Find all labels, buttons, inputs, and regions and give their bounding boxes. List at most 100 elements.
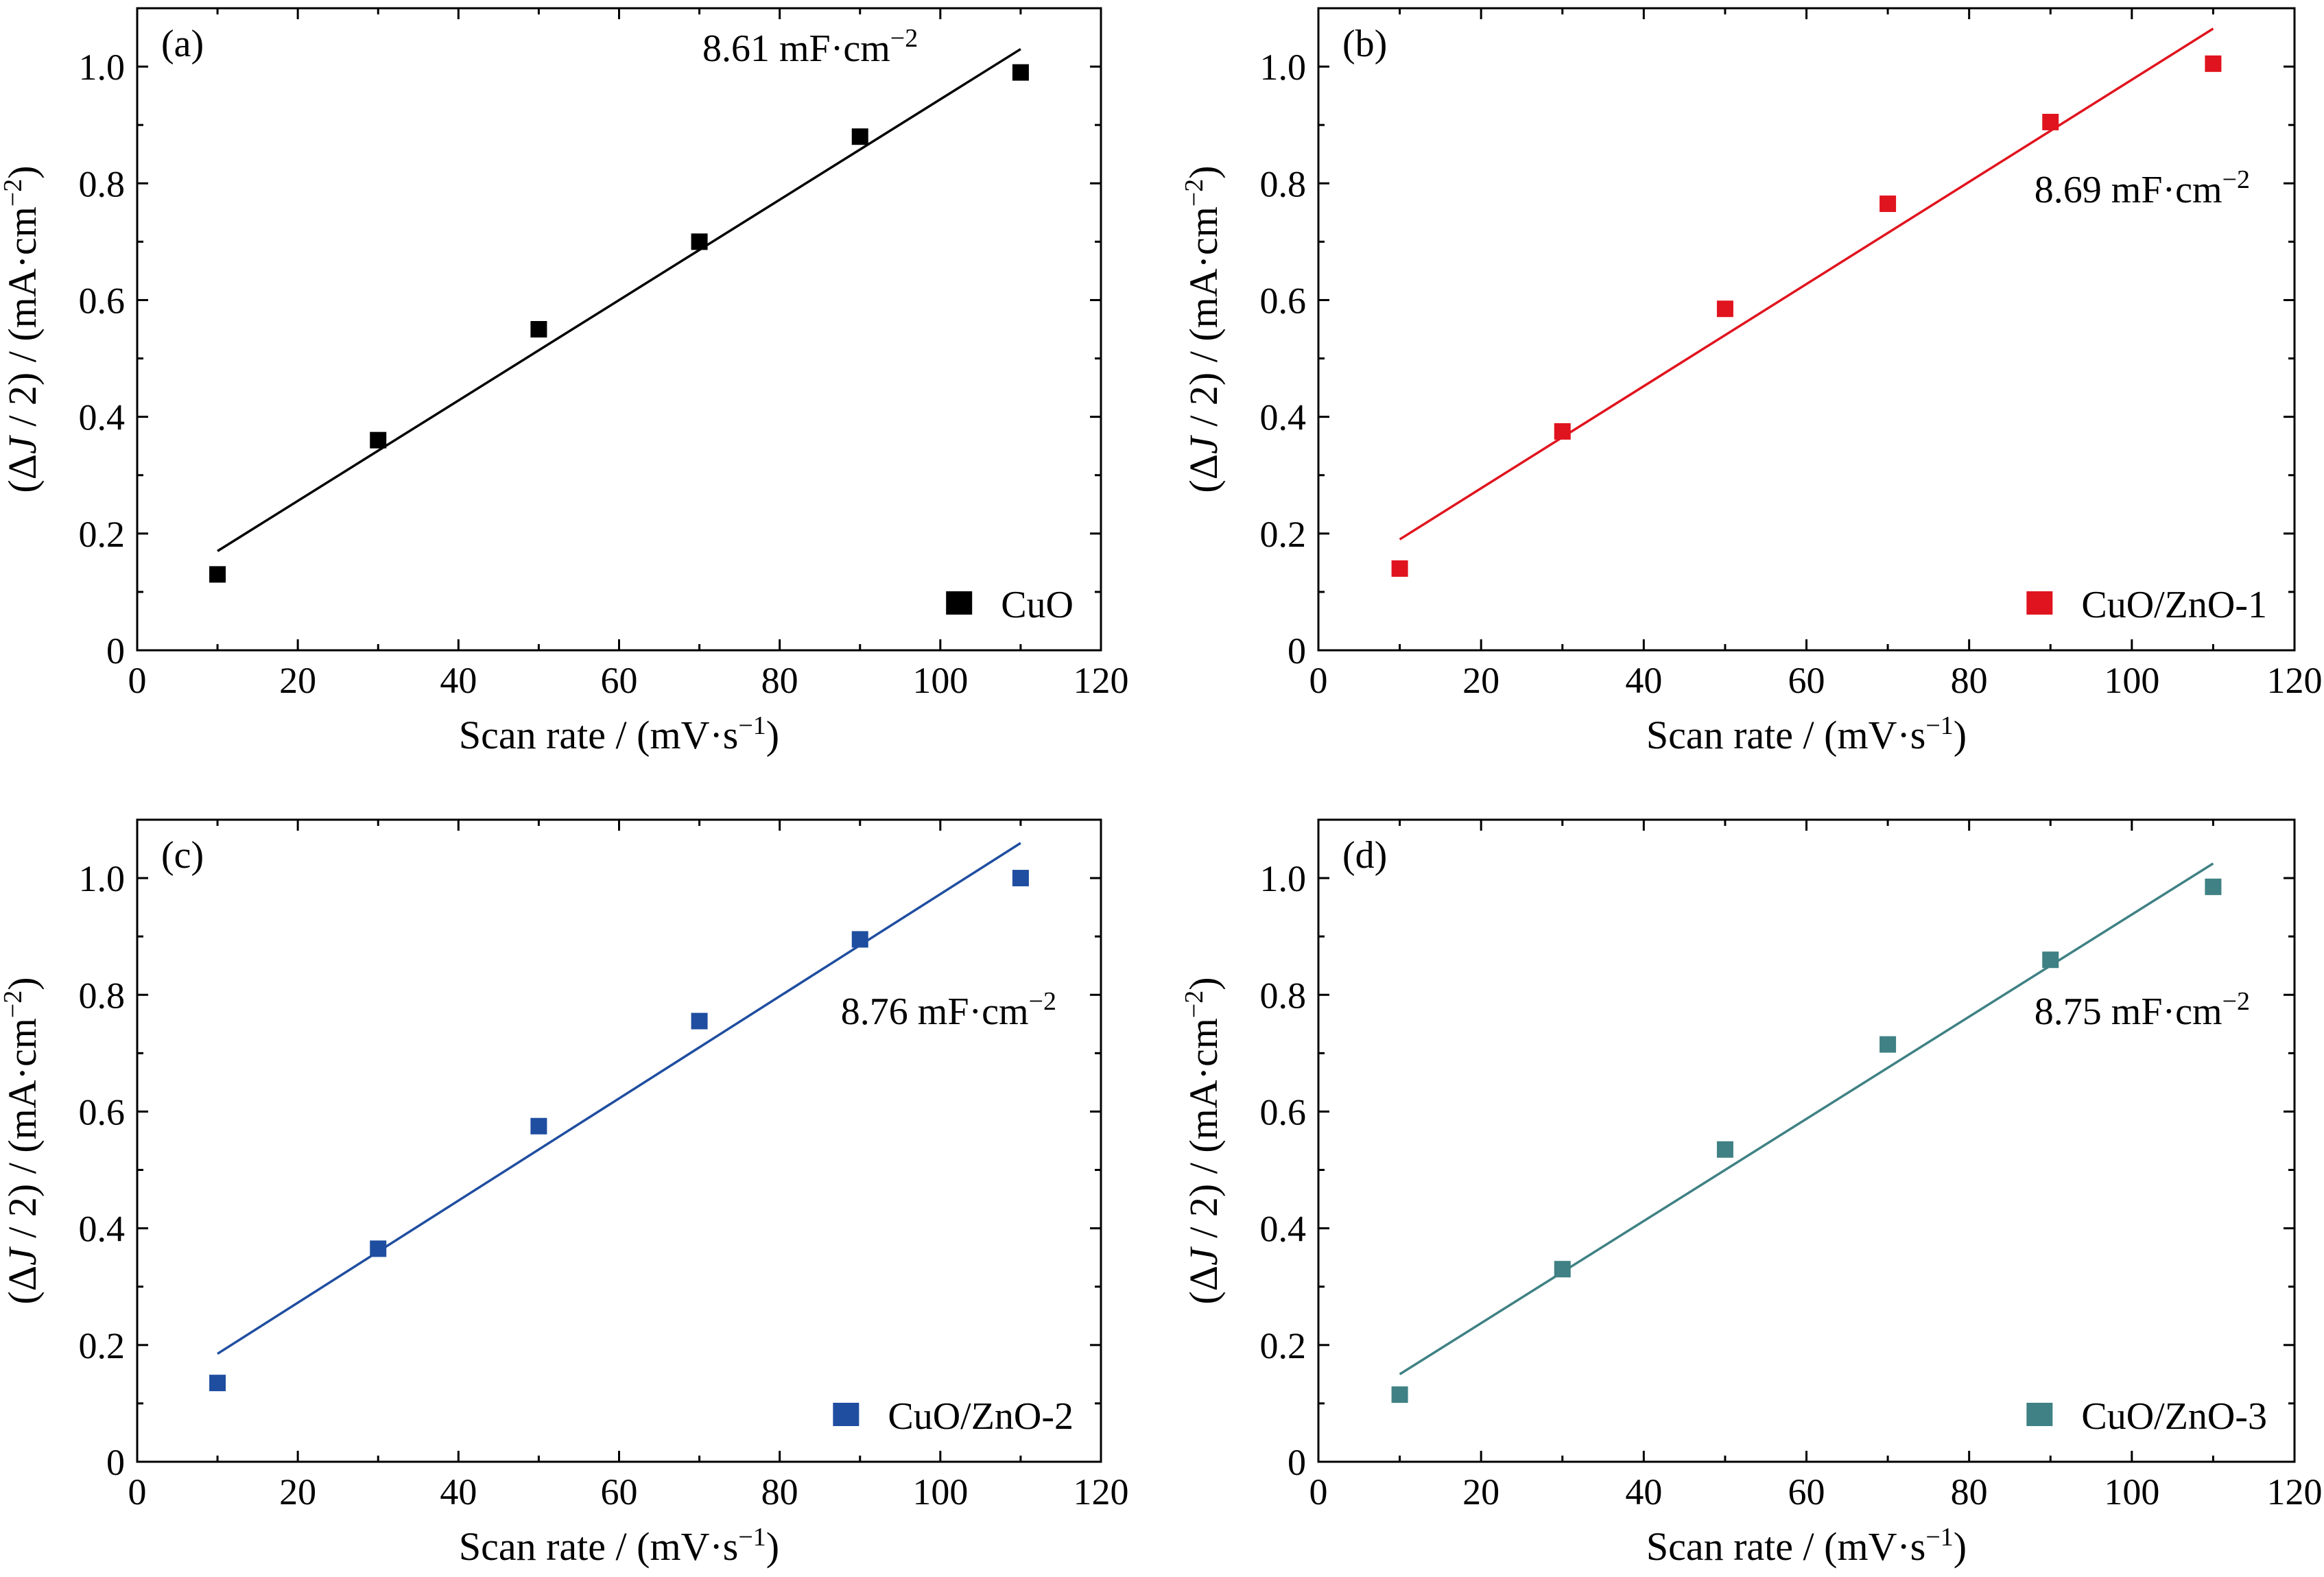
chart-panel-b: 0 20 40 60 80 100 120 0 0.2 0.4 0.6 0.8 1.0 Scan rate…: [1180, 7, 2323, 757]
panel-label: (b): [1342, 23, 1387, 65]
plot-frame: [1317, 7, 2296, 652]
x-tick-label: 20: [1462, 1471, 1499, 1513]
data-point: [1716, 300, 1733, 318]
x-axis-title: Scan rate / (mV·s−1): [459, 711, 779, 757]
y-tick-label: 0: [1288, 1442, 1306, 1483]
legend-label: CuO/ZnO-1: [2081, 584, 2267, 626]
x-tick-label: 20: [1462, 660, 1499, 701]
data-point: [209, 1375, 226, 1392]
x-tick-label: 80: [1951, 1471, 1988, 1513]
data-point: [1554, 423, 1571, 440]
legend-label: CuO: [1001, 584, 1074, 626]
slope-annotation: 8.75 mF·cm−2: [2035, 987, 2250, 1033]
data-point: [2205, 878, 2222, 895]
y-axis-title: (ΔJ / 2) / (mA·cm−2): [1180, 977, 1226, 1304]
y-tick-label: 0.4: [1260, 1209, 1307, 1250]
data-point: [2042, 113, 2059, 130]
y-tick-label: 1.0: [79, 858, 126, 899]
x-tick-label: 100: [912, 660, 968, 701]
x-tick-label: 60: [1788, 660, 1825, 701]
fit-line: [217, 842, 1021, 1355]
y-tick-label: 1.0: [79, 47, 126, 88]
x-tick-label: 0: [128, 1471, 147, 1513]
x-tick-label: 120: [1074, 660, 1129, 701]
fit-line: [217, 48, 1021, 552]
x-tick-label: 100: [2104, 660, 2159, 701]
y-tick-label: 0.6: [79, 280, 126, 321]
y-tick-label: 0.2: [1260, 1325, 1307, 1366]
data-point: [530, 321, 547, 337]
x-axis-title: Scan rate / (mV·s−1): [1646, 1523, 1967, 1569]
data-point: [1880, 195, 1897, 213]
y-tick-label: 0.2: [79, 514, 126, 555]
x-tick-label: 120: [2267, 660, 2323, 701]
data-point: [370, 431, 387, 449]
y-tick-label: 0.8: [1260, 163, 1307, 204]
x-tick-label: 20: [279, 1471, 316, 1513]
data-point: [1391, 560, 1408, 577]
x-tick-label: 80: [761, 1471, 798, 1513]
data-point: [209, 566, 226, 583]
plot-frame: [136, 818, 1102, 1463]
y-tick-label: 0.4: [79, 1209, 126, 1250]
legend-marker: [946, 591, 973, 615]
slope-annotation: 8.69 mF·cm−2: [2035, 165, 2250, 211]
panel-label: (a): [161, 23, 204, 65]
y-tick-label: 0.4: [79, 397, 126, 438]
y-tick-label: 0.2: [79, 1325, 126, 1366]
y-axis-title: (ΔJ / 2) / (mA·cm−2): [1180, 165, 1226, 493]
data-point: [370, 1240, 387, 1257]
x-tick-label: 80: [761, 660, 798, 701]
plot-frame: [136, 7, 1102, 652]
x-tick-label: 40: [440, 1471, 477, 1513]
fit-line: [1399, 27, 2214, 541]
legend-marker: [2026, 1403, 2053, 1426]
data-point: [1012, 64, 1029, 81]
y-axis-title: (ΔJ / 2) / (mA·cm−2): [0, 165, 45, 493]
legend-marker: [2026, 591, 2053, 615]
data-point: [851, 128, 868, 145]
chart-panel-c: 0 20 40 60 80 100 120 0 0.2 0.4 0.6 0.8 1.0 Scan rate…: [0, 818, 1129, 1569]
x-tick-label: 80: [1951, 660, 1988, 701]
x-tick-label: 0: [1309, 660, 1328, 701]
y-tick-label: 0.4: [1260, 397, 1307, 438]
legend-label: CuO/ZnO-3: [2081, 1395, 2267, 1438]
data-point: [2042, 951, 2059, 969]
x-tick-label: 60: [601, 660, 638, 701]
x-tick-label: 0: [1309, 1471, 1328, 1513]
y-tick-label: 0.6: [79, 1091, 126, 1133]
y-tick-label: 0.6: [1260, 1091, 1307, 1133]
legend-marker: [833, 1403, 859, 1426]
x-tick-label: 40: [1625, 660, 1662, 701]
data-point: [1391, 1386, 1408, 1403]
y-axis-title: (ΔJ / 2) / (mA·cm−2): [0, 977, 45, 1304]
x-tick-label: 60: [601, 1471, 638, 1513]
y-tick-label: 0.8: [1260, 975, 1307, 1016]
x-tick-label: 40: [440, 660, 477, 701]
data-point: [2205, 55, 2222, 72]
x-tick-label: 100: [912, 1471, 968, 1513]
y-tick-label: 0.8: [79, 975, 126, 1016]
y-tick-label: 0.6: [1260, 280, 1307, 321]
x-tick-label: 60: [1788, 1471, 1825, 1513]
plot-frame: [1317, 818, 2296, 1463]
data-point: [1716, 1141, 1733, 1158]
data-point: [1012, 870, 1029, 887]
data-point: [691, 1012, 708, 1030]
y-tick-label: 0: [1288, 630, 1306, 672]
y-tick-label: 0.2: [1260, 514, 1307, 555]
data-point: [1554, 1261, 1571, 1278]
x-axis-title: Scan rate / (mV·s−1): [459, 1523, 779, 1569]
y-tick-label: 1.0: [1260, 858, 1307, 899]
y-tick-label: 1.0: [1260, 47, 1307, 88]
y-tick-label: 0: [106, 630, 125, 672]
data-point: [1880, 1036, 1897, 1053]
x-axis-title: Scan rate / (mV·s−1): [1646, 711, 1967, 757]
x-tick-label: 120: [2267, 1471, 2323, 1513]
chart-panel-d: 0 20 40 60 80 100 120 0 0.2 0.4 0.6 0.8 1.0 Scan rate…: [1180, 818, 2323, 1569]
y-tick-label: 0: [106, 1442, 125, 1483]
slope-annotation: 8.61 mF·cm−2: [702, 24, 918, 70]
chart-panel-a: 0 20 40 60 80 100 120 0 0.2 0.4 0.6 0.8 1.0 Scan rate…: [0, 7, 1129, 757]
data-point: [530, 1117, 547, 1135]
